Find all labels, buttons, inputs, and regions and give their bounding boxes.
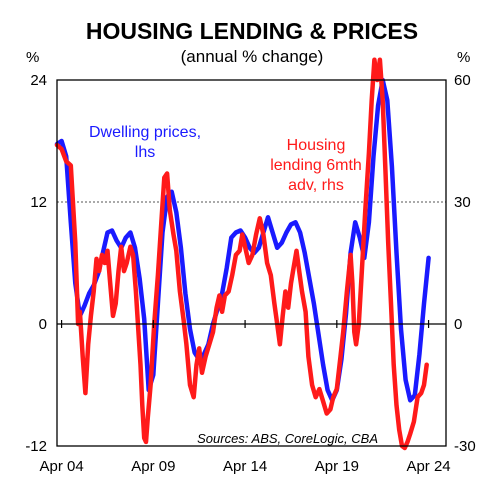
x-tick-label-4: Apr 24 bbox=[406, 458, 450, 475]
series-layer bbox=[54, 57, 431, 451]
axes bbox=[56, 79, 447, 447]
x-tick-label-0: Apr 04 bbox=[39, 458, 83, 475]
series-label-1-line-1: lending 6mth bbox=[270, 157, 362, 174]
x-tick-label-1: Apr 09 bbox=[131, 458, 175, 475]
series-line-1 bbox=[54, 57, 429, 451]
series-label-1-line-0: Housing bbox=[287, 137, 346, 154]
right-axis-unit: % bbox=[457, 49, 470, 66]
right-tick-label-2: 0 bbox=[454, 316, 462, 333]
left-tick-label-2: 0 bbox=[39, 316, 47, 333]
right-tick-label-1: 30 bbox=[454, 194, 471, 211]
series-label-0: Dwelling prices, lhs bbox=[89, 124, 201, 161]
plot-frame bbox=[56, 79, 447, 447]
x-tick-label-3: Apr 19 bbox=[315, 458, 359, 475]
right-tick-label-3: -30 bbox=[454, 438, 476, 455]
tick-labels: 24 12 0 -12 60 30 0 -30 Apr 04 Apr 09 Apr 14 Apr 19… bbox=[25, 72, 475, 475]
left-tick-label-1: 12 bbox=[30, 194, 47, 211]
left-tick-label-0: 24 bbox=[30, 72, 47, 89]
source-note: Sources: ABS, CoreLogic, CBA bbox=[197, 431, 378, 446]
right-tick-label-0: 60 bbox=[454, 72, 471, 89]
series-label-0-line-0: Dwelling prices, bbox=[89, 124, 201, 141]
chart-title: HOUSING LENDING & PRICES bbox=[86, 18, 418, 44]
chart-subtitle: (annual % change) bbox=[181, 47, 324, 66]
x-tick-label-2: Apr 14 bbox=[223, 458, 267, 475]
series-label-1: Housing lending 6mth adv, rhs bbox=[270, 137, 362, 194]
series-label-1-line-2: adv, rhs bbox=[288, 177, 344, 194]
series-labels: Dwelling prices, lhs Housing lending 6mth ad… bbox=[89, 124, 362, 194]
left-axis-unit: % bbox=[26, 49, 39, 66]
left-tick-label-3: -12 bbox=[25, 438, 47, 455]
series-label-0-line-1: lhs bbox=[135, 144, 155, 161]
